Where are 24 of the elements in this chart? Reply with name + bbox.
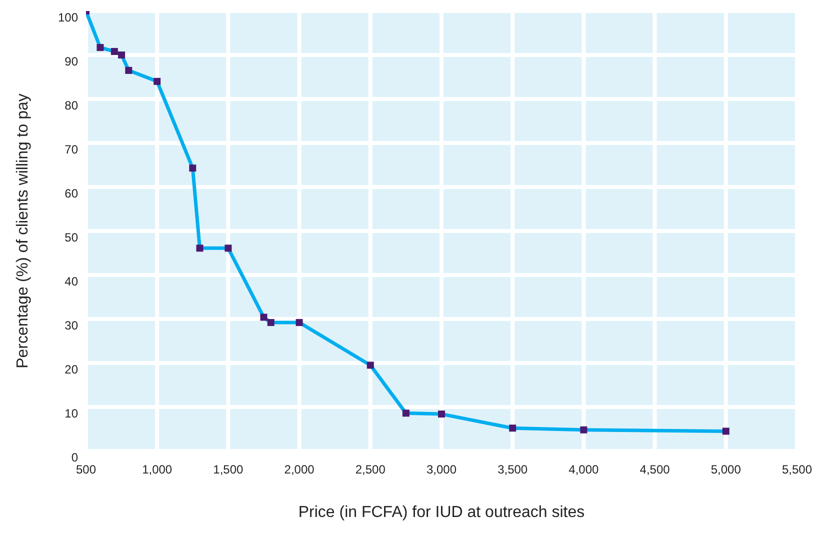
x-tick-label: 5,000 [710,462,742,477]
y-tick-label: 40 [64,274,78,288]
x-tick-label: 1,000 [142,462,172,477]
x-tick-label: 500 [76,462,96,477]
x-tick-label: 4,000 [568,462,600,477]
y-tick-label: 20 [64,362,78,376]
y-axis-title: Percentage (%) of clients willing to pay [14,94,32,368]
x-tick-label: 1,500 [213,462,244,477]
y-tick-label: 60 [64,186,78,200]
y-tick-label: 80 [64,98,78,112]
y-tick-label: 30 [64,318,78,332]
x-tick-label: 4,500 [640,462,670,477]
y-tick-label: 10 [64,406,78,420]
x-tick-label: 5,500 [782,462,812,477]
x-tick-label: 2,000 [284,462,315,477]
x-axis-title: Price (in FCFA) for IUD at outreach sites [298,504,585,521]
y-tick-label: 70 [64,142,78,156]
y-tick-label: 90 [64,54,78,68]
y-tick-label: 50 [64,230,78,244]
x-tick-label: 2,500 [355,462,386,477]
y-tick-label: 0 [71,450,78,464]
x-tick-label: 3,000 [426,462,457,477]
y-tick-label: 100 [58,10,78,24]
x-tick-label: 3,500 [498,462,528,477]
